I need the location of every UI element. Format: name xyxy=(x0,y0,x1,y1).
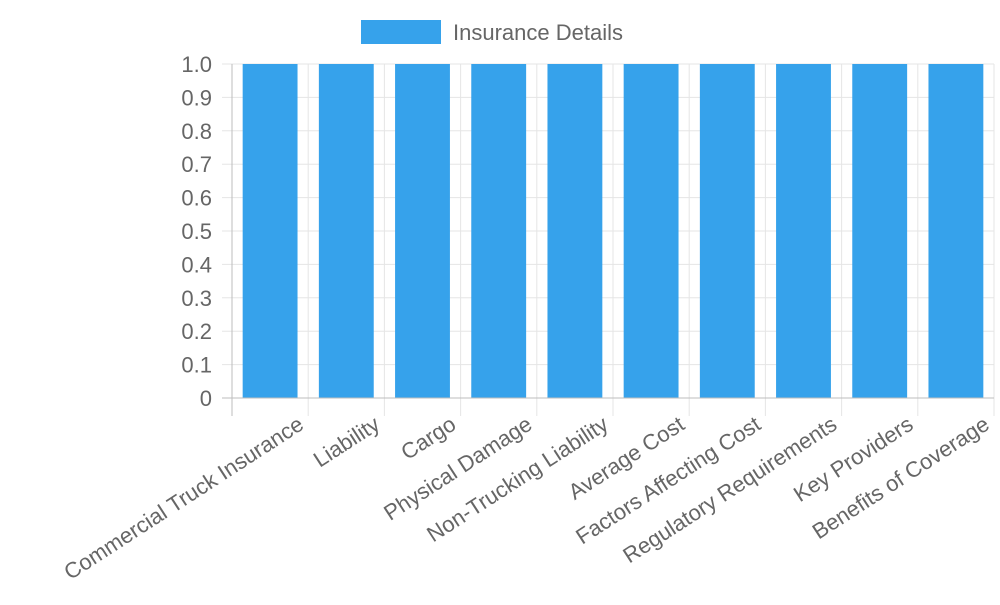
bar[interactable] xyxy=(699,64,755,398)
bar[interactable] xyxy=(623,64,679,398)
x-axis-ticks: Commercial Truck Insurance Liability Cargo… xyxy=(59,411,993,584)
y-tick-label: 0.2 xyxy=(181,319,212,344)
y-tick-label: 0.5 xyxy=(181,219,212,244)
bar[interactable] xyxy=(776,64,831,398)
bar[interactable] xyxy=(928,64,984,398)
legend[interactable]: Insurance Details xyxy=(361,20,623,45)
y-tick-label: 0.9 xyxy=(181,85,212,110)
x-tick-label: Cargo xyxy=(396,411,460,465)
y-tick-label: 0.7 xyxy=(181,152,212,177)
y-tick-label: 0.4 xyxy=(181,252,212,277)
x-tick-label: Liability xyxy=(309,411,384,472)
bar[interactable] xyxy=(471,64,527,398)
bar[interactable] xyxy=(395,64,450,398)
legend-label: Insurance Details xyxy=(453,20,623,45)
y-tick-label: 0.8 xyxy=(181,119,212,144)
bar[interactable] xyxy=(547,64,603,398)
bars xyxy=(242,64,984,398)
bar[interactable] xyxy=(852,64,908,398)
bar[interactable] xyxy=(318,64,374,398)
y-axis-ticks: 0 0.1 0.2 0.3 0.4 0.5 0.6 0.7 0.8 0.9 1.0 xyxy=(181,52,212,411)
x-tick-label: Commercial Truck Insurance xyxy=(59,411,307,584)
legend-swatch xyxy=(361,20,441,44)
y-tick-label: 0.1 xyxy=(181,353,212,378)
bar[interactable] xyxy=(242,64,298,398)
y-tick-label: 0.6 xyxy=(181,186,212,211)
y-tick-label: 1.0 xyxy=(181,52,212,77)
axes xyxy=(222,64,994,416)
y-tick-label: 0.3 xyxy=(181,286,212,311)
y-tick-label: 0 xyxy=(200,386,212,411)
